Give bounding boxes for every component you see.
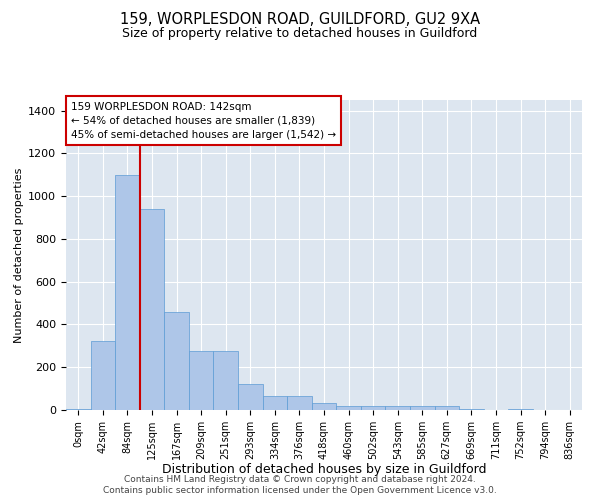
Bar <box>508 409 533 410</box>
Bar <box>336 406 361 410</box>
Bar <box>66 409 91 410</box>
Bar <box>115 175 140 410</box>
Bar <box>410 406 434 410</box>
Bar <box>164 312 189 410</box>
Bar <box>189 351 214 410</box>
Bar <box>214 351 238 410</box>
Bar <box>263 396 287 410</box>
Bar <box>361 406 385 410</box>
Bar <box>287 396 312 410</box>
Bar <box>312 402 336 410</box>
Bar <box>91 340 115 410</box>
Text: Size of property relative to detached houses in Guildford: Size of property relative to detached ho… <box>122 28 478 40</box>
X-axis label: Distribution of detached houses by size in Guildford: Distribution of detached houses by size … <box>162 464 486 476</box>
Bar <box>140 209 164 410</box>
Text: Contains public sector information licensed under the Open Government Licence v3: Contains public sector information licen… <box>103 486 497 495</box>
Text: 159, WORPLESDON ROAD, GUILDFORD, GU2 9XA: 159, WORPLESDON ROAD, GUILDFORD, GU2 9XA <box>120 12 480 28</box>
Bar <box>238 384 263 410</box>
Text: Contains HM Land Registry data © Crown copyright and database right 2024.: Contains HM Land Registry data © Crown c… <box>124 474 476 484</box>
Bar <box>459 409 484 410</box>
Text: 159 WORPLESDON ROAD: 142sqm
← 54% of detached houses are smaller (1,839)
45% of : 159 WORPLESDON ROAD: 142sqm ← 54% of det… <box>71 102 336 140</box>
Bar <box>385 406 410 410</box>
Y-axis label: Number of detached properties: Number of detached properties <box>14 168 24 342</box>
Bar <box>434 406 459 410</box>
